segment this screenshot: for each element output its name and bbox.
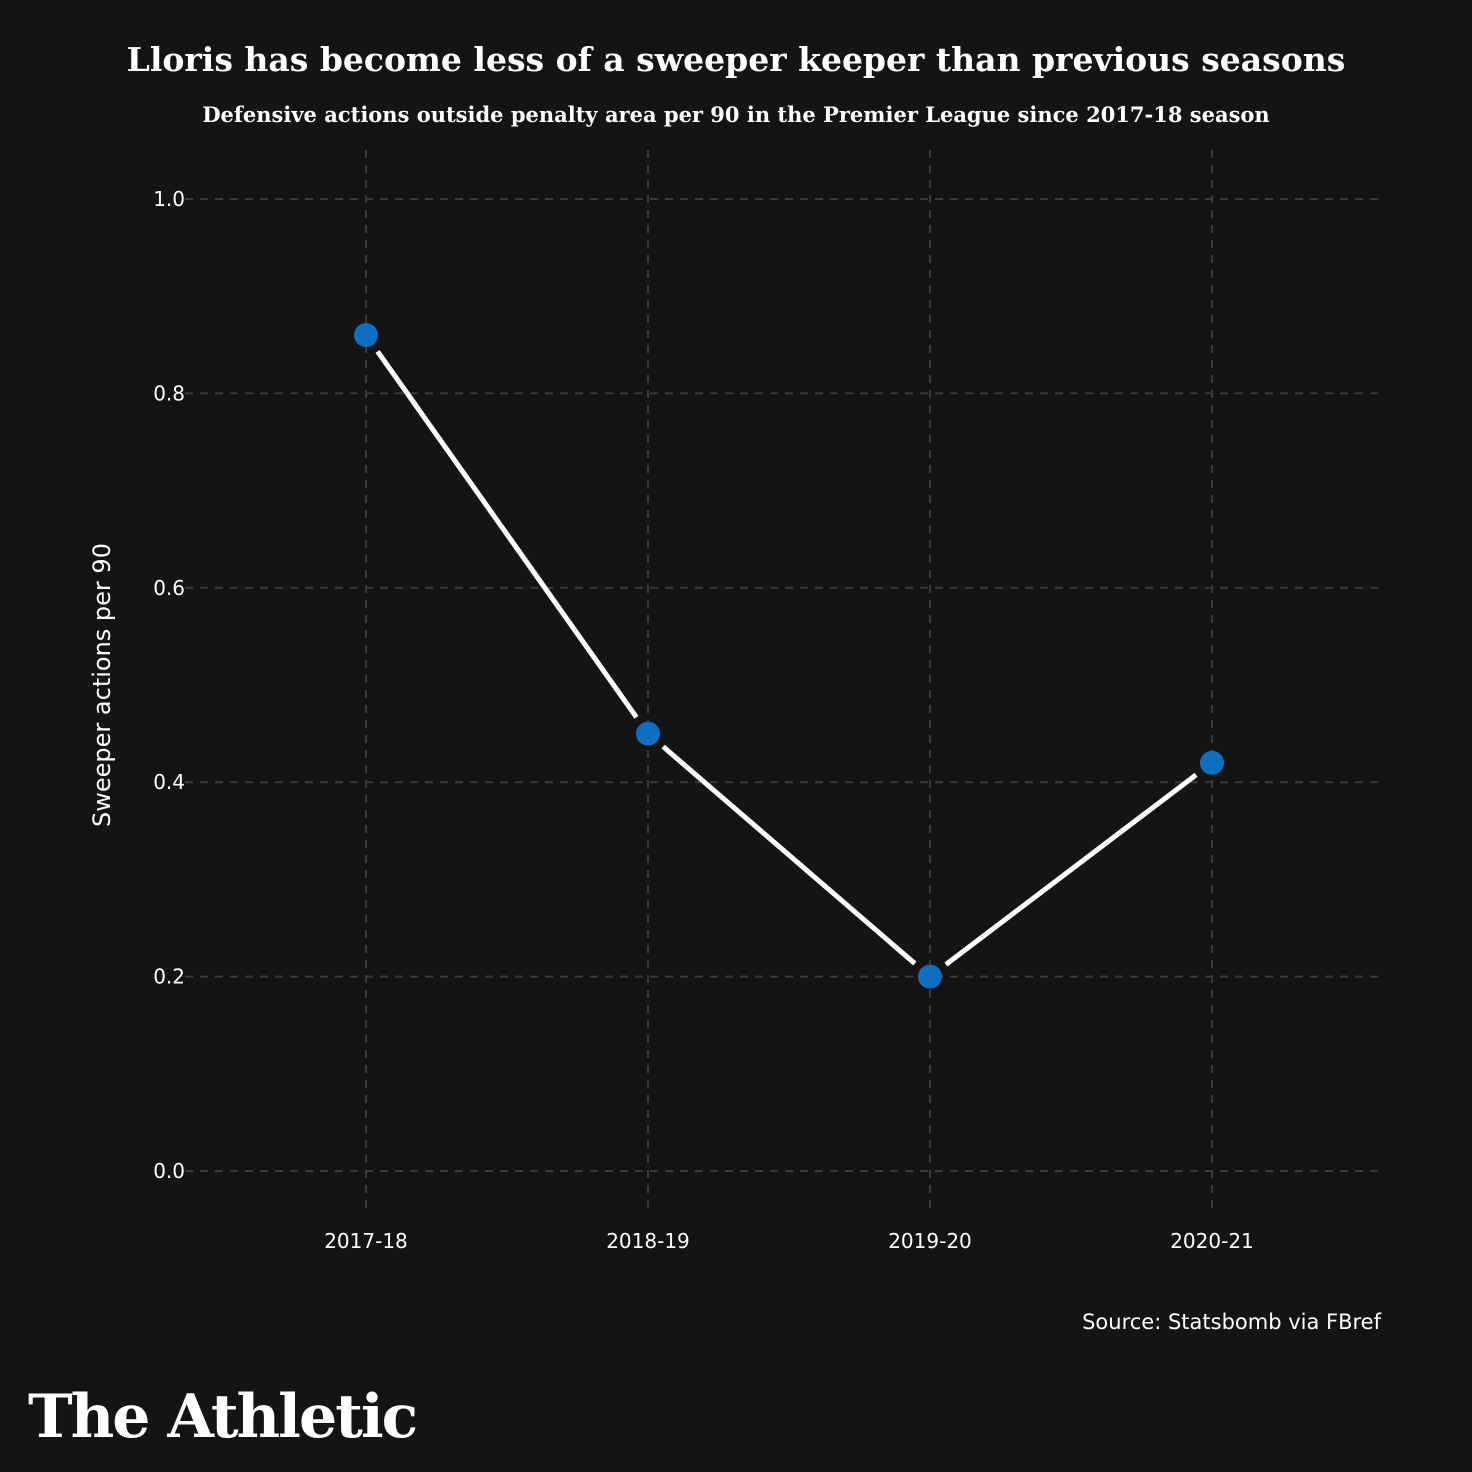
- y-tick-label: 0.8: [153, 381, 185, 405]
- y-tick-label: 0.4: [153, 770, 185, 794]
- y-tick-label: 0.0: [153, 1159, 185, 1183]
- data-point-2020-21: [1200, 750, 1224, 775]
- x-tick-label: 2018-19: [606, 1229, 690, 1253]
- x-tick-label: 2020-21: [1170, 1229, 1254, 1253]
- y-tick-label: 0.6: [153, 576, 185, 600]
- source-note: Source: Statsbomb via FBref: [1082, 1310, 1381, 1334]
- y-axis-label: Sweeper actions per 90: [88, 543, 116, 827]
- chart-title: Lloris has become less of a sweeper keep…: [126, 40, 1346, 79]
- y-tick-label: 1.0: [153, 187, 185, 211]
- x-tick-label: 2017-18: [324, 1229, 408, 1253]
- data-point-2018-19: [636, 721, 660, 746]
- series-line-segment: [944, 772, 1198, 967]
- series-line-segment: [661, 744, 917, 966]
- series-line-segment: [375, 349, 639, 719]
- y-tick-label: 0.2: [153, 965, 185, 989]
- data-point-2017-18: [354, 323, 378, 348]
- brand-logo: The Athletic: [28, 1382, 418, 1452]
- x-tick-label: 2019-20: [888, 1229, 972, 1253]
- chart-subtitle: Defensive actions outside penalty area p…: [202, 102, 1270, 127]
- data-point-2019-20: [918, 964, 942, 989]
